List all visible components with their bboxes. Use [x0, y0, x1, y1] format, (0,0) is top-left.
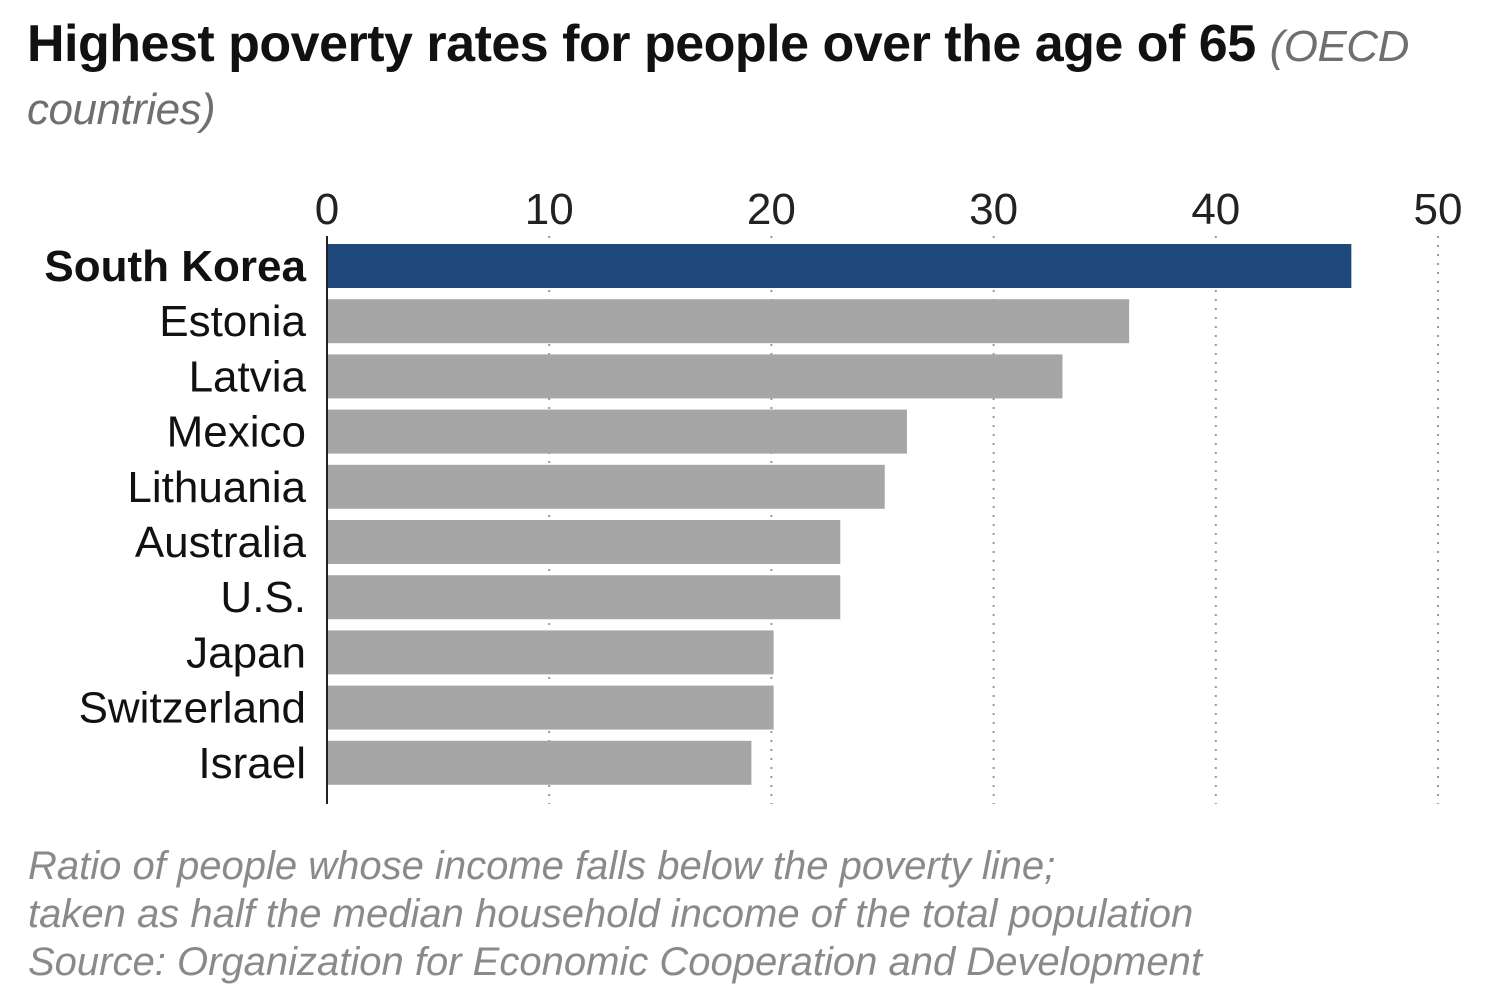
- bar-chart: 0 10 20 30 40 50 South Korea Estonia Latvia Mexic…: [44, 185, 1463, 804]
- bar-switzerland: [327, 685, 774, 730]
- note-line-2: taken as half the median household incom…: [28, 892, 1194, 936]
- bar-israel: [327, 740, 752, 785]
- title-main: Highest poverty rates for people over th…: [27, 15, 1256, 73]
- category-label-lithuania: Lithuania: [127, 463, 306, 512]
- tick-label-10: 10: [525, 185, 574, 234]
- category-label-latvia: Latvia: [189, 352, 307, 401]
- category-label-south-korea: South Korea: [44, 242, 306, 291]
- category-label-estonia: Estonia: [159, 297, 306, 346]
- tick-label-50: 50: [1414, 185, 1463, 234]
- chart-title: Highest poverty rates for people over th…: [27, 14, 1467, 140]
- chart-notes: Ratio of people whose income falls below…: [28, 842, 1468, 986]
- tick-label-30: 30: [969, 185, 1018, 234]
- tick-label-40: 40: [1191, 185, 1240, 234]
- category-label-japan: Japan: [186, 628, 306, 677]
- bar-latvia: [327, 354, 1063, 399]
- note-line-1: Ratio of people whose income falls below…: [28, 844, 1056, 888]
- bar-u-s: [327, 575, 841, 620]
- category-label-israel: Israel: [198, 739, 306, 788]
- title-subtitle: (OECD countries): [27, 22, 1409, 134]
- bar-japan: [327, 630, 774, 675]
- bar-australia: [327, 520, 841, 564]
- tick-label-0: 0: [315, 185, 339, 234]
- category-label-mexico: Mexico: [167, 408, 306, 457]
- category-label-switzerland: Switzerland: [79, 684, 306, 733]
- bar-south-korea: [327, 244, 1352, 288]
- tick-label-20: 20: [747, 185, 796, 234]
- note-line-source: Source: Organization for Economic Cooper…: [28, 940, 1202, 984]
- bar-estonia: [327, 299, 1130, 344]
- category-label-australia: Australia: [135, 518, 307, 567]
- bar-mexico: [327, 409, 907, 454]
- bar-lithuania: [327, 464, 885, 509]
- category-label-u-s: U.S.: [220, 573, 306, 622]
